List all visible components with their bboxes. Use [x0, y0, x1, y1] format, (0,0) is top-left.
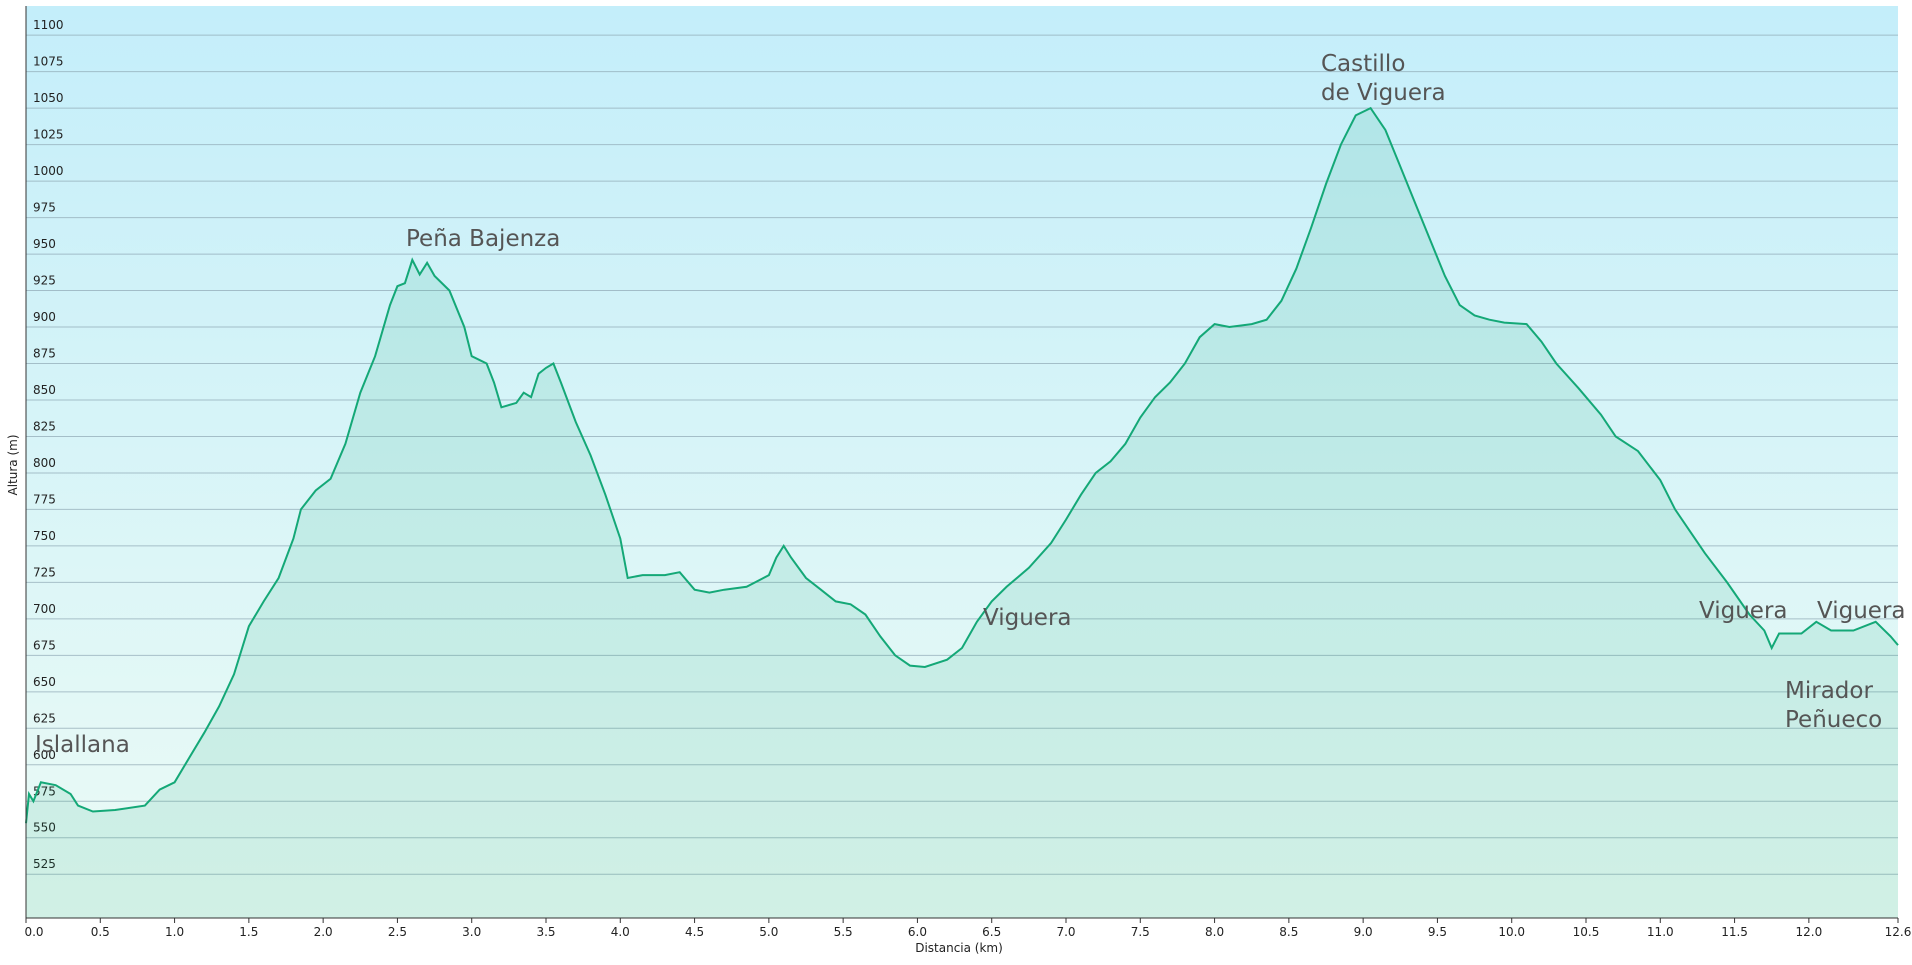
x-tick-label: 0.0	[24, 925, 43, 939]
x-tick-label: 11.0	[1647, 925, 1674, 939]
x-tick-label: 10.5	[1573, 925, 1600, 939]
x-tick-label: 5.0	[759, 925, 778, 939]
y-tick-label: 650	[33, 675, 56, 689]
y-tick-label: 975	[33, 201, 56, 215]
x-tick-label: 7.0	[1056, 925, 1075, 939]
x-tick-label: 10.0	[1498, 925, 1525, 939]
annotation: Viguera	[1699, 598, 1788, 624]
y-tick-label: 675	[33, 638, 56, 652]
x-tick-label: 12.0	[1795, 925, 1822, 939]
x-tick-label: 12.6	[1885, 925, 1912, 939]
y-tick-label: 800	[33, 456, 56, 470]
x-tick-label: 6.5	[982, 925, 1001, 939]
y-axis-title: Altura (m)	[6, 434, 20, 495]
y-tick-label: 825	[33, 419, 56, 433]
y-tick-label: 950	[33, 237, 56, 251]
y-tick-label: 875	[33, 347, 56, 361]
x-axis-title: Distancia (km)	[915, 941, 1003, 955]
x-tick-label: 1.5	[239, 925, 258, 939]
y-tick-label: 600	[33, 748, 56, 762]
y-tick-label: 1050	[33, 91, 64, 105]
x-tick-label: 4.5	[685, 925, 704, 939]
y-tick-label: 1075	[33, 55, 64, 69]
x-tick-label: 4.0	[611, 925, 630, 939]
annotation: Mirador	[1785, 678, 1873, 704]
y-tick-label: 700	[33, 602, 56, 616]
y-tick-label: 725	[33, 565, 56, 579]
annotation: Peñueco	[1785, 707, 1882, 733]
x-tick-label: 7.5	[1131, 925, 1150, 939]
x-tick-label: 3.0	[462, 925, 481, 939]
x-tick-label: 8.0	[1205, 925, 1224, 939]
y-tick-label: 900	[33, 310, 56, 324]
y-tick-label: 925	[33, 274, 56, 288]
annotation: Islallana	[35, 732, 130, 758]
y-tick-label: 1000	[33, 164, 64, 178]
x-tick-label: 1.0	[165, 925, 184, 939]
y-tick-label: 625	[33, 711, 56, 725]
x-tick-label: 2.5	[388, 925, 407, 939]
y-tick-label: 775	[33, 492, 56, 506]
elevation-line	[25, 106, 1899, 824]
area-fill	[26, 108, 1898, 919]
y-tick-label: 750	[33, 529, 56, 543]
y-tick-label: 525	[33, 857, 56, 871]
annotation: de Viguera	[1321, 80, 1446, 106]
y-tick-label: 1025	[33, 128, 64, 142]
x-tick-label: 11.5	[1721, 925, 1748, 939]
annotation: Castillo	[1321, 51, 1405, 77]
x-tick-label: 5.5	[834, 925, 853, 939]
y-tick-label: 550	[33, 821, 56, 835]
y-tick-label: 1100	[33, 18, 64, 32]
x-tick-label: 9.0	[1354, 925, 1373, 939]
x-tick-label: 6.0	[908, 925, 927, 939]
y-tick-label: 850	[33, 383, 56, 397]
annotation: Viguera	[983, 605, 1072, 631]
x-tick-label: 0.5	[91, 925, 110, 939]
x-tick-label: 2.0	[314, 925, 333, 939]
x-tick-label: 3.5	[536, 925, 555, 939]
x-tick-label: 9.5	[1428, 925, 1447, 939]
x-tick-label: 8.5	[1279, 925, 1298, 939]
annotation: Viguera	[1817, 598, 1906, 624]
annotation: Peña Bajenza	[406, 226, 560, 252]
